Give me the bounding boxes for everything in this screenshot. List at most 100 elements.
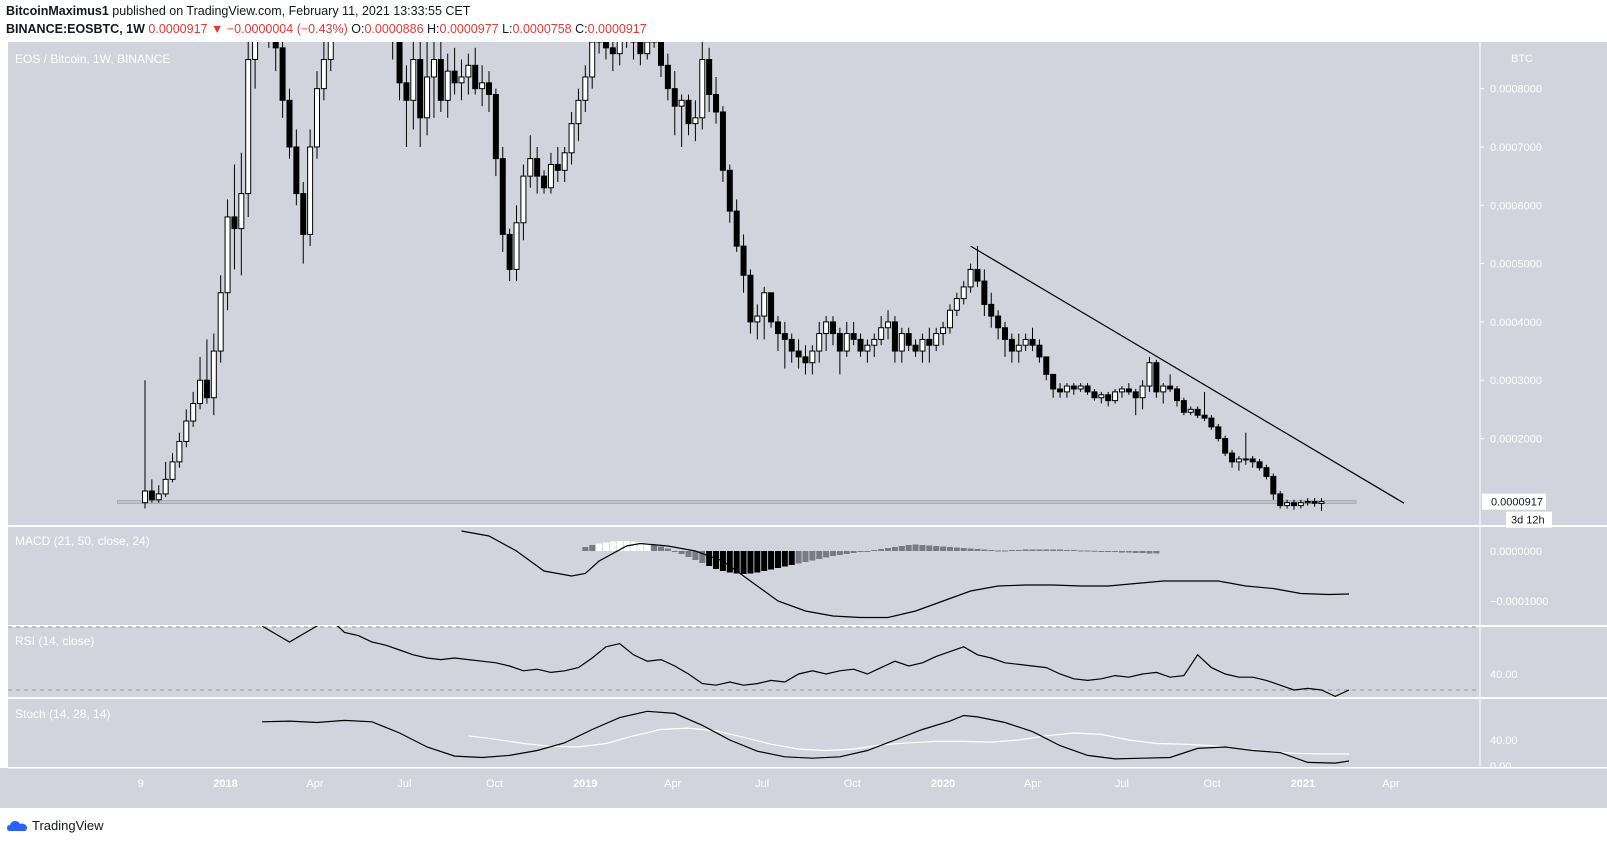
macd-histogram-bar bbox=[809, 551, 816, 561]
candle-up bbox=[816, 333, 823, 352]
macd-histogram-bar bbox=[878, 549, 885, 551]
tradingview-logo[interactable]: TradingView bbox=[6, 818, 104, 833]
macd-histogram-bar bbox=[843, 551, 850, 554]
candle-up bbox=[940, 327, 947, 335]
time-tick-label: Oct bbox=[1204, 778, 1221, 790]
candle-down bbox=[664, 64, 671, 90]
candle-down bbox=[602, 42, 609, 49]
candle-down bbox=[1132, 391, 1139, 399]
macd-histogram-bar bbox=[830, 551, 836, 556]
time-tick-label: Jul bbox=[1115, 778, 1129, 790]
macd-line bbox=[461, 530, 1350, 619]
candle-up bbox=[197, 379, 204, 405]
candle-up bbox=[479, 82, 486, 90]
candle-down bbox=[857, 338, 864, 352]
candle-up bbox=[1318, 501, 1325, 504]
candle-down bbox=[506, 233, 513, 270]
rsi-layer bbox=[261, 626, 1350, 698]
macd-histogram-bar bbox=[1063, 550, 1070, 551]
candle-down bbox=[554, 163, 561, 171]
candle-down bbox=[1263, 467, 1270, 477]
candle-down bbox=[231, 216, 238, 230]
price-tick-label: 0.0005000 bbox=[1490, 259, 1542, 271]
macd-histogram-bar bbox=[726, 551, 733, 573]
candle-down bbox=[451, 70, 458, 84]
macd-histogram-bar bbox=[774, 551, 781, 568]
candle-up bbox=[1297, 502, 1304, 507]
candle-down bbox=[1290, 502, 1297, 507]
macd-histogram-bar bbox=[1002, 550, 1008, 552]
stoch-title: Stoch (14, 28, 14) bbox=[15, 707, 110, 721]
candle-down bbox=[637, 42, 644, 55]
candle-up bbox=[1242, 458, 1249, 461]
macd-histogram-bar bbox=[616, 541, 623, 551]
time-tick-label: Apr bbox=[664, 778, 681, 790]
candle-up bbox=[561, 152, 568, 171]
price-tick-label: 0.0006000 bbox=[1490, 200, 1542, 212]
macd-histogram-bar bbox=[905, 545, 912, 551]
candle-down bbox=[1057, 388, 1064, 393]
candle-down bbox=[499, 158, 506, 235]
macd-histogram-bar bbox=[988, 550, 995, 551]
candle-up bbox=[527, 158, 534, 177]
support-zone bbox=[116, 500, 1357, 505]
macd-histogram-bar bbox=[658, 546, 664, 551]
chart-canvas[interactable]: EOS / Bitcoin, 1W, BINANCE BTC 0.0008000 0.… bbox=[0, 42, 1607, 808]
candle-down bbox=[1174, 388, 1180, 402]
macd-histogram-bar bbox=[651, 544, 658, 551]
candle-down bbox=[486, 82, 492, 95]
candle-down bbox=[492, 93, 499, 160]
candle-up bbox=[1139, 385, 1146, 399]
candle-up bbox=[699, 58, 706, 119]
candle-down bbox=[1277, 493, 1284, 507]
time-tick-label: 2019 bbox=[573, 778, 597, 790]
macd-histogram-bar bbox=[926, 545, 933, 551]
macd-histogram-bar bbox=[664, 548, 671, 551]
ohlc-legend: BINANCE:EOSBTC, 1W 0.0000917 ▼ −0.000000… bbox=[6, 22, 647, 36]
candle-down bbox=[830, 321, 836, 335]
macd-tick-label: −0.0001000 bbox=[1490, 596, 1548, 608]
publish-info: BitcoinMaximus1 published on TradingView… bbox=[6, 4, 470, 18]
candle-down bbox=[1249, 458, 1256, 463]
macd-histogram-bar bbox=[754, 551, 761, 573]
candle-down bbox=[1270, 475, 1277, 495]
candle-down bbox=[1070, 385, 1077, 390]
candle-down bbox=[706, 58, 713, 95]
macd-histogram-bar bbox=[733, 551, 740, 574]
candle-down bbox=[541, 175, 548, 189]
candle-down bbox=[300, 193, 307, 235]
candle-down bbox=[1091, 391, 1098, 399]
candle-up bbox=[238, 193, 245, 230]
candle-up bbox=[327, 42, 334, 60]
macd-histogram-bar bbox=[1132, 551, 1139, 553]
candle-up bbox=[142, 490, 148, 504]
high-value: 0.0000977 bbox=[439, 22, 499, 36]
candle-up bbox=[871, 338, 878, 346]
macd-histogram-bar bbox=[1057, 549, 1064, 551]
candle-down bbox=[795, 350, 802, 358]
candle-down bbox=[437, 58, 444, 101]
macd-histogram-bar bbox=[761, 551, 768, 571]
candle-up bbox=[575, 99, 582, 125]
price-tick-label: 0.0003000 bbox=[1490, 375, 1542, 387]
candle-up bbox=[1118, 388, 1125, 393]
candle-down bbox=[974, 268, 981, 282]
macd-histogram-bar bbox=[630, 541, 637, 551]
macd-histogram-bar bbox=[1118, 551, 1125, 553]
macd-histogram-bar bbox=[602, 542, 609, 551]
chart-title: EOS / Bitcoin, 1W, BINANCE bbox=[15, 52, 170, 66]
macd-histogram-bar bbox=[713, 551, 720, 569]
candle-down bbox=[1229, 452, 1236, 463]
candle-down bbox=[272, 42, 279, 49]
candle-up bbox=[761, 292, 768, 317]
candle-up bbox=[1015, 344, 1022, 352]
candle-up bbox=[169, 461, 176, 480]
tradingview-brand: TradingView bbox=[32, 818, 104, 833]
symbol-label[interactable]: BINANCE:EOSBTC, 1W bbox=[6, 22, 145, 36]
candle-up bbox=[155, 493, 162, 501]
macd-histogram-bar bbox=[974, 549, 981, 551]
author-name[interactable]: BitcoinMaximus1 bbox=[6, 4, 109, 18]
candle-up bbox=[1304, 501, 1311, 504]
macd-histogram-bar bbox=[823, 551, 830, 558]
macd-histogram-bar bbox=[995, 550, 1002, 552]
